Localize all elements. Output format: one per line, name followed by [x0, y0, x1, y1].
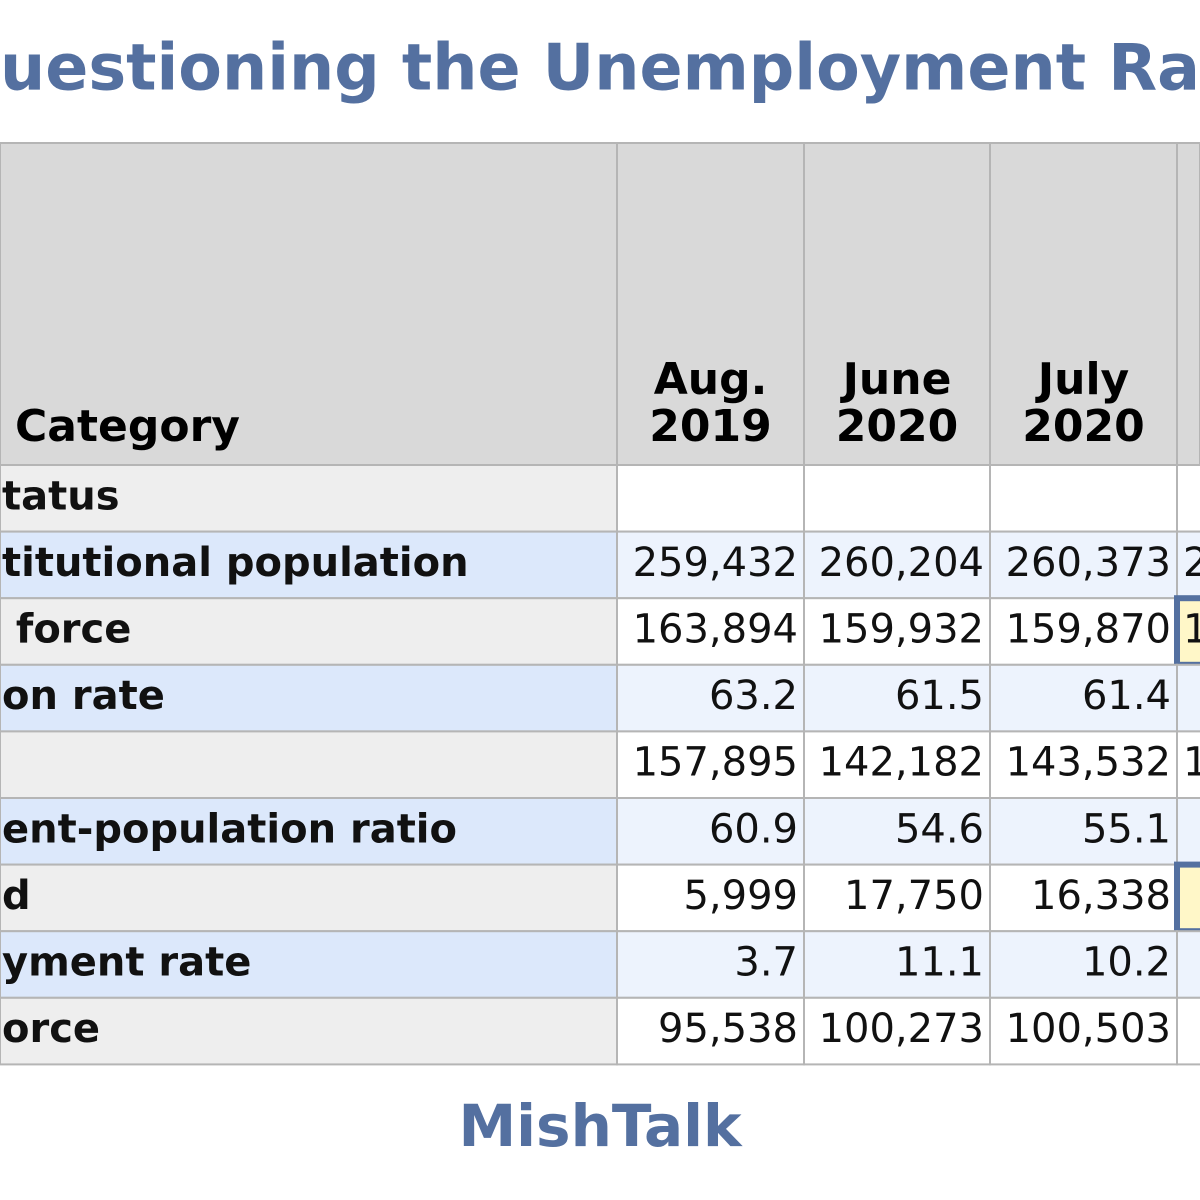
header-cell: Category: [15, 401, 240, 452]
value-text: 63.2: [709, 673, 798, 719]
row-label: yment rate: [2, 940, 251, 986]
row-label: on rate: [2, 673, 165, 719]
value-cell: [1176, 464, 1200, 533]
value-cell: [616, 464, 805, 533]
value-text: 159,932: [819, 607, 984, 653]
value-cell: [803, 530, 991, 600]
row-label: titutional population: [2, 540, 469, 586]
value-text: 16,338: [1031, 873, 1171, 919]
value-text: 1: [1183, 740, 1200, 786]
value-cell: [1176, 797, 1200, 866]
value-text: 54.6: [895, 806, 984, 852]
header-bg: [0, 142, 1200, 466]
value-cell: [989, 797, 1178, 866]
value-cell: [616, 996, 805, 1066]
header-cell: 2020: [1022, 401, 1144, 452]
value-text: 163,894: [633, 607, 798, 653]
value-text: 95,538: [658, 1006, 798, 1052]
row-label: d: [2, 873, 31, 919]
header-cell: July: [1035, 354, 1129, 405]
value-text: 100,503: [1006, 1006, 1171, 1052]
value-cell: [1176, 930, 1200, 999]
value-text: 3.7: [734, 940, 798, 986]
value-cell: [616, 663, 805, 733]
row-label: ent-population ratio: [2, 806, 457, 852]
row-label: tatus: [2, 473, 120, 519]
value-text: 259,432: [633, 540, 798, 586]
value-text: 10.2: [1082, 940, 1171, 986]
footer-brand: MishTalk: [458, 1092, 743, 1160]
value-text: 157,895: [633, 740, 798, 786]
value-cell: [1176, 730, 1200, 800]
value-cell: [616, 797, 805, 866]
label-cell: [0, 797, 618, 866]
label-cell: [0, 464, 618, 533]
value-text: 143,532: [1006, 740, 1171, 786]
value-cell: [989, 663, 1178, 733]
value-cell: [803, 663, 991, 733]
value-text: 1: [1183, 607, 1200, 653]
value-cell: [803, 597, 991, 666]
value-text: 61.5: [895, 673, 984, 719]
value-text: 60.9: [709, 806, 798, 852]
value-cell: [1176, 663, 1200, 733]
header-cell: 2020: [836, 401, 958, 452]
label-cell: [0, 930, 618, 999]
value-cell: [989, 730, 1178, 800]
label-cell: [0, 996, 618, 1066]
row-label: force: [2, 607, 131, 653]
label-cell: [0, 663, 618, 733]
value-cell: [1174, 595, 1200, 668]
value-text: 142,182: [819, 740, 984, 786]
value-text: 17,750: [844, 873, 984, 919]
value-cell: [803, 863, 991, 933]
header-cell: June: [840, 354, 952, 405]
value-cell: [989, 464, 1178, 533]
value-text: 55.1: [1082, 806, 1171, 852]
value-text: 2: [1183, 540, 1200, 586]
header-cell: Aug.: [654, 354, 768, 405]
header-cell: 2019: [649, 401, 771, 452]
value-cell: [1176, 530, 1200, 600]
row-label: orce: [2, 1006, 100, 1052]
value-cell: [616, 530, 805, 600]
value-text: 5,999: [683, 873, 798, 919]
title: uestioning the Unemployment Ra: [0, 32, 1200, 106]
label-cell: [0, 597, 618, 666]
value-text: 11.1: [895, 940, 984, 986]
value-text: 260,204: [819, 540, 984, 586]
label-cell: [0, 863, 618, 933]
value-cell: [803, 464, 991, 533]
value-cell: [1174, 861, 1200, 935]
value-cell: [989, 930, 1178, 999]
value-text: 260,373: [1006, 540, 1171, 586]
value-cell: [989, 530, 1178, 600]
value-cell: [989, 996, 1178, 1066]
value-text: 159,870: [1006, 607, 1171, 653]
value-cell: [1176, 996, 1200, 1066]
label-cell: [0, 730, 618, 800]
label-cell: [0, 530, 618, 600]
value-text: 61.4: [1082, 673, 1171, 719]
value-text: 100,273: [819, 1006, 984, 1052]
